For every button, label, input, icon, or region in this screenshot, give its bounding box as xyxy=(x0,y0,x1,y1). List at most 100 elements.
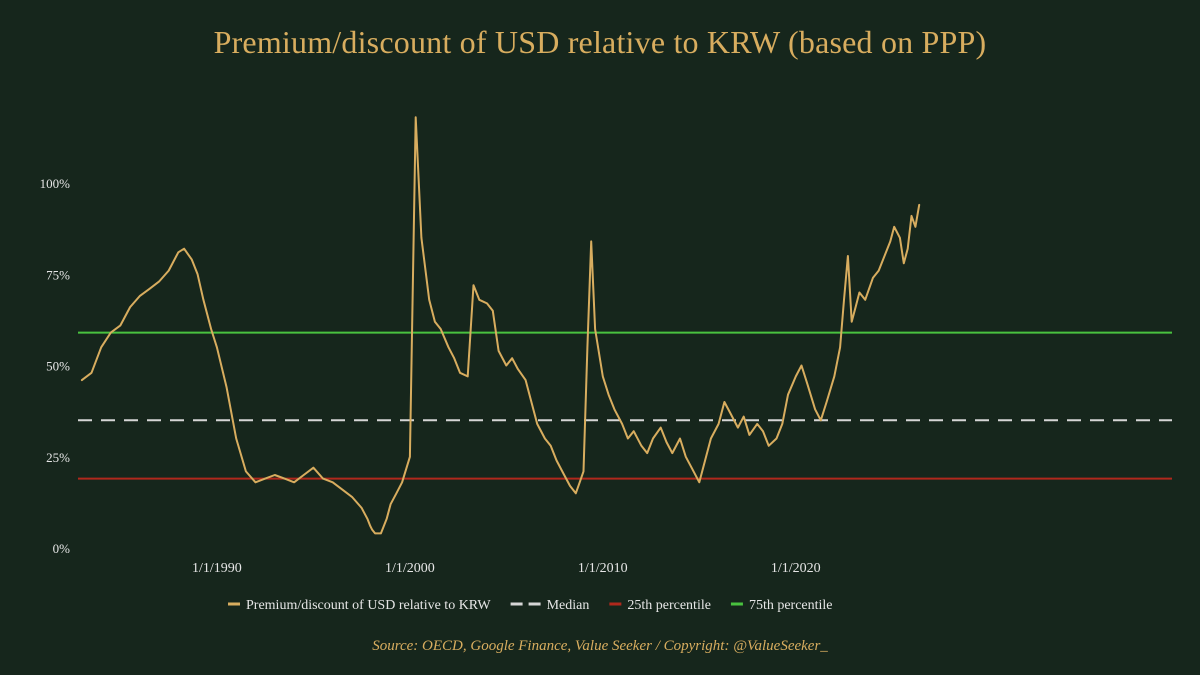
y-tick-label: 75% xyxy=(46,267,70,282)
series-point xyxy=(800,364,803,367)
series-point xyxy=(914,226,916,228)
series-point xyxy=(511,357,513,359)
series-point xyxy=(847,255,849,257)
source-note: Source: OECD, Google Finance, Value Seek… xyxy=(372,638,828,654)
series-point xyxy=(594,328,596,330)
series-point xyxy=(555,459,558,461)
series-point xyxy=(197,273,199,275)
series-point xyxy=(401,481,403,483)
series-point xyxy=(366,518,369,520)
legend-label: Premium/discount of USD relative to KRW xyxy=(246,598,491,613)
series-point xyxy=(254,481,257,483)
series-point xyxy=(775,437,778,440)
series-point xyxy=(210,328,212,330)
series-point xyxy=(440,328,442,330)
series-point xyxy=(814,408,816,410)
series-layer xyxy=(80,116,921,535)
series-point xyxy=(235,437,237,440)
series-point xyxy=(704,459,706,461)
series-point xyxy=(729,412,731,414)
series-point xyxy=(486,302,488,305)
series-point xyxy=(420,237,423,239)
series-point xyxy=(119,324,122,326)
series-point xyxy=(858,291,861,294)
series-point xyxy=(826,401,828,403)
y-tick-label: 100% xyxy=(40,176,71,191)
series-point xyxy=(640,445,643,447)
series-point xyxy=(607,394,610,396)
series-point xyxy=(361,507,363,509)
chart-title: Premium/discount of USD relative to KRW … xyxy=(213,24,987,60)
y-tick-label: 50% xyxy=(46,359,70,374)
series-point xyxy=(459,372,461,374)
series-point xyxy=(369,525,371,527)
series-point xyxy=(910,215,913,217)
series-point xyxy=(851,321,853,323)
series-point xyxy=(492,310,494,312)
series-point xyxy=(395,492,397,494)
series-point xyxy=(756,423,758,425)
legend: Premium/discount of USD relative to KRW M… xyxy=(228,598,833,613)
series-point xyxy=(717,423,720,425)
x-tick-label: 1/1/2020 xyxy=(771,561,821,576)
series-point xyxy=(723,401,725,403)
series-point xyxy=(820,419,822,421)
series-point xyxy=(652,437,654,440)
series-point xyxy=(698,481,700,483)
series-point xyxy=(216,346,218,348)
series-point xyxy=(517,368,519,370)
series-point xyxy=(100,346,102,348)
y-tick-label: 0% xyxy=(53,541,71,556)
series-point xyxy=(312,467,314,469)
y-axis: 0% 25% 50% 75% 100% xyxy=(40,176,71,556)
series-point xyxy=(380,532,382,535)
series-point xyxy=(293,481,295,483)
series-point xyxy=(737,426,739,429)
series-point xyxy=(795,375,797,378)
series-point xyxy=(893,226,895,228)
series-point xyxy=(498,350,500,352)
series-point xyxy=(386,518,388,520)
series-point xyxy=(467,375,469,378)
series-point xyxy=(530,401,533,403)
series-point xyxy=(264,478,266,480)
series-point xyxy=(525,379,527,381)
series-point xyxy=(590,240,592,242)
series-point xyxy=(225,386,228,388)
legend-label: 25th percentile xyxy=(627,598,711,613)
series-point xyxy=(602,375,604,378)
x-axis: 1/1/1990 1/1/2000 1/1/2010 1/1/2020 xyxy=(192,561,821,576)
series-point xyxy=(139,295,141,297)
series-point xyxy=(389,503,392,505)
series-point xyxy=(582,470,585,472)
series-point xyxy=(899,237,901,239)
series-point xyxy=(322,478,324,480)
series-point xyxy=(748,434,751,436)
series-point xyxy=(428,299,430,301)
series-point xyxy=(168,270,170,272)
series-point xyxy=(781,423,783,425)
series-point xyxy=(854,306,857,308)
series-point xyxy=(129,306,131,308)
series-point xyxy=(434,321,436,323)
series-point xyxy=(110,332,112,334)
series-point xyxy=(447,346,450,348)
series-point xyxy=(371,529,373,531)
series-point xyxy=(177,251,179,253)
series-point xyxy=(81,379,83,381)
series-point xyxy=(191,259,193,261)
series-point xyxy=(148,288,150,290)
series-point xyxy=(351,496,353,498)
series-point xyxy=(341,489,343,491)
series-point xyxy=(415,116,417,118)
series-point xyxy=(710,437,712,440)
series-point xyxy=(889,240,891,242)
series-point xyxy=(202,299,205,301)
legend-label: 75th percentile xyxy=(749,598,833,613)
series-point xyxy=(633,430,635,432)
series-point xyxy=(613,408,615,410)
series-point xyxy=(883,255,886,257)
series-point xyxy=(472,284,475,286)
series-point xyxy=(839,346,841,348)
